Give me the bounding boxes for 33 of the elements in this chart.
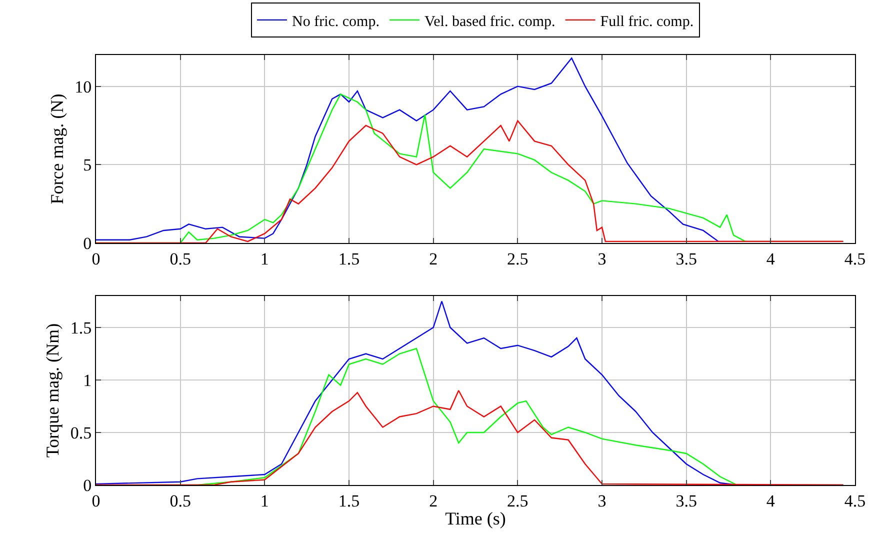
x-tick-label: 1.5 xyxy=(338,491,360,510)
y-axis-title: Torque mag. (Nm) xyxy=(42,323,63,458)
y-tick-label: 0 xyxy=(83,476,92,495)
x-tick-label: 4.5 xyxy=(844,491,866,510)
x-tick-label: 2.5 xyxy=(507,491,528,510)
x-tick-label: 2 xyxy=(429,249,438,268)
x-tick-label: 4.5 xyxy=(844,249,866,268)
y-tick-label: 5 xyxy=(83,156,92,175)
x-tick-label: 1 xyxy=(260,249,269,268)
x-tick-label: 3.5 xyxy=(676,491,697,510)
y-tick-label: 0.5 xyxy=(70,423,92,442)
legend-label: No fric. comp. xyxy=(292,14,380,30)
y-tick-label: 1 xyxy=(83,370,92,390)
line-series xyxy=(96,120,844,243)
x-tick-label: 2.5 xyxy=(507,249,528,268)
x-axis-title: Time (s) xyxy=(445,508,506,528)
line-series xyxy=(96,390,844,485)
x-tick-label: 4 xyxy=(766,491,776,510)
x-tick-label: 3 xyxy=(598,249,606,268)
legend-label: Vel. based fric. comp. xyxy=(424,14,556,30)
x-tick-label: 2 xyxy=(429,491,438,510)
x-tick-label: 0.5 xyxy=(170,249,191,268)
x-tick-label: 4 xyxy=(766,249,776,268)
x-tick-label: 3 xyxy=(598,491,606,510)
y-tick-label: 1.5 xyxy=(70,318,92,338)
y-tick-label: 10 xyxy=(74,77,92,96)
y-axis-title: Force mag. (N) xyxy=(46,94,67,204)
x-tick-label: 3.5 xyxy=(676,249,697,268)
legend-label: Full fric. comp. xyxy=(600,14,694,30)
x-tick-label: 1 xyxy=(260,491,269,510)
x-tick-label: 1.5 xyxy=(338,249,360,268)
y-tick-label: 0 xyxy=(83,234,92,253)
x-tick-label: 0.5 xyxy=(170,491,191,510)
